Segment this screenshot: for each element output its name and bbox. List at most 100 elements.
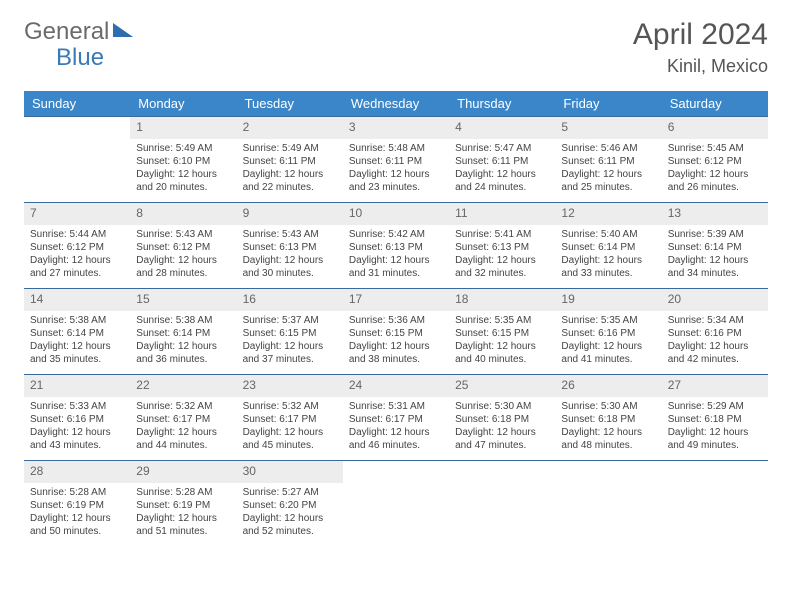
day-number: 19	[555, 288, 661, 311]
daylight-text-2: and 49 minutes.	[668, 439, 762, 452]
calendar-week-row: 7Sunrise: 5:44 AMSunset: 6:12 PMDaylight…	[24, 202, 768, 288]
sunset-text: Sunset: 6:14 PM	[136, 327, 230, 340]
daylight-text-1: Daylight: 12 hours	[455, 340, 549, 353]
logo: General	[24, 18, 135, 46]
day-details: Sunrise: 5:28 AMSunset: 6:19 PMDaylight:…	[24, 483, 130, 544]
sunset-text: Sunset: 6:16 PM	[30, 413, 124, 426]
daylight-text-2: and 46 minutes.	[349, 439, 443, 452]
day-details: Sunrise: 5:49 AMSunset: 6:10 PMDaylight:…	[130, 139, 236, 200]
sunrise-text: Sunrise: 5:42 AM	[349, 228, 443, 241]
calendar-cell: 7Sunrise: 5:44 AMSunset: 6:12 PMDaylight…	[24, 202, 130, 288]
calendar-cell: 27Sunrise: 5:29 AMSunset: 6:18 PMDayligh…	[662, 374, 768, 460]
sunrise-text: Sunrise: 5:36 AM	[349, 314, 443, 327]
sunset-text: Sunset: 6:18 PM	[455, 413, 549, 426]
daylight-text-1: Daylight: 12 hours	[668, 340, 762, 353]
calendar-cell: 19 Sunrise: 5:35 AMSunset: 6:16 PMDayligh…	[555, 288, 661, 374]
day-details: Sunrise: 5:41 AMSunset: 6:13 PMDaylight:…	[449, 225, 555, 286]
sunset-text: Sunset: 6:16 PM	[561, 327, 655, 340]
day-details: Sunrise: 5:34 AMSunset: 6:16 PMDaylight:…	[662, 311, 768, 372]
sunrise-text: Sunrise: 5:30 AM	[455, 400, 549, 413]
day-number: 15	[130, 288, 236, 311]
day-number: 23	[237, 374, 343, 397]
calendar-cell: 17Sunrise: 5:36 AMSunset: 6:15 PMDayligh…	[343, 288, 449, 374]
location-label: Kinil, Mexico	[633, 56, 768, 77]
logo-text-2: Blue	[56, 44, 104, 72]
sunrise-text: Sunrise: 5:35 AM	[561, 314, 655, 327]
daylight-text-1: Daylight: 12 hours	[30, 340, 124, 353]
sunrise-text: Sunrise: 5:41 AM	[455, 228, 549, 241]
calendar-cell	[24, 116, 130, 202]
sunset-text: Sunset: 6:14 PM	[668, 241, 762, 254]
daylight-text-2: and 25 minutes.	[561, 181, 655, 194]
daylight-text-2: and 24 minutes.	[455, 181, 549, 194]
daylight-text-2: and 41 minutes.	[561, 353, 655, 366]
day-details: Sunrise: 5:38 AMSunset: 6:14 PMDaylight:…	[130, 311, 236, 372]
day-number: 21	[24, 374, 130, 397]
daylight-text-1: Daylight: 12 hours	[561, 340, 655, 353]
daylight-text-1: Daylight: 12 hours	[30, 254, 124, 267]
sunset-text: Sunset: 6:18 PM	[668, 413, 762, 426]
daylight-text-1: Daylight: 12 hours	[243, 426, 337, 439]
month-title: April 2024	[633, 18, 768, 52]
daylight-text-1: Daylight: 12 hours	[349, 340, 443, 353]
daylight-text-2: and 37 minutes.	[243, 353, 337, 366]
weekday-header: Tuesday	[237, 91, 343, 116]
daylight-text-1: Daylight: 12 hours	[243, 340, 337, 353]
day-details: Sunrise: 5:38 AMSunset: 6:14 PMDaylight:…	[24, 311, 130, 372]
daylight-text-1: Daylight: 12 hours	[243, 168, 337, 181]
sunrise-text: Sunrise: 5:35 AM	[455, 314, 549, 327]
sunset-text: Sunset: 6:14 PM	[30, 327, 124, 340]
sunset-text: Sunset: 6:15 PM	[455, 327, 549, 340]
weekday-header: Thursday	[449, 91, 555, 116]
day-number	[662, 460, 768, 483]
sunrise-text: Sunrise: 5:49 AM	[243, 142, 337, 155]
day-number: 7	[24, 202, 130, 225]
daylight-text-2: and 30 minutes.	[243, 267, 337, 280]
day-details: Sunrise: 5:43 AMSunset: 6:12 PMDaylight:…	[130, 225, 236, 286]
sunrise-text: Sunrise: 5:31 AM	[349, 400, 443, 413]
sunrise-text: Sunrise: 5:28 AM	[136, 486, 230, 499]
daylight-text-1: Daylight: 12 hours	[349, 254, 443, 267]
day-number: 27	[662, 374, 768, 397]
calendar-cell: 24Sunrise: 5:31 AMSunset: 6:17 PMDayligh…	[343, 374, 449, 460]
calendar-cell: 5Sunrise: 5:46 AMSunset: 6:11 PMDaylight…	[555, 116, 661, 202]
sunrise-text: Sunrise: 5:34 AM	[668, 314, 762, 327]
day-details: Sunrise: 5:45 AMSunset: 6:12 PMDaylight:…	[662, 139, 768, 200]
sunrise-text: Sunrise: 5:40 AM	[561, 228, 655, 241]
daylight-text-1: Daylight: 12 hours	[668, 426, 762, 439]
calendar-cell: 9Sunrise: 5:43 AMSunset: 6:13 PMDaylight…	[237, 202, 343, 288]
calendar-cell: 10Sunrise: 5:42 AMSunset: 6:13 PMDayligh…	[343, 202, 449, 288]
sunrise-text: Sunrise: 5:38 AM	[30, 314, 124, 327]
sunset-text: Sunset: 6:18 PM	[561, 413, 655, 426]
sunset-text: Sunset: 6:13 PM	[349, 241, 443, 254]
sunrise-text: Sunrise: 5:30 AM	[561, 400, 655, 413]
sunset-text: Sunset: 6:17 PM	[349, 413, 443, 426]
sunrise-text: Sunrise: 5:49 AM	[136, 142, 230, 155]
calendar-cell: 20Sunrise: 5:34 AMSunset: 6:16 PMDayligh…	[662, 288, 768, 374]
sunrise-text: Sunrise: 5:45 AM	[668, 142, 762, 155]
daylight-text-2: and 52 minutes.	[243, 525, 337, 538]
day-number	[555, 460, 661, 483]
calendar-cell: 12Sunrise: 5:40 AMSunset: 6:14 PMDayligh…	[555, 202, 661, 288]
day-number: 29	[130, 460, 236, 483]
daylight-text-2: and 20 minutes.	[136, 181, 230, 194]
sunrise-text: Sunrise: 5:32 AM	[136, 400, 230, 413]
sunset-text: Sunset: 6:17 PM	[243, 413, 337, 426]
day-number: 22	[130, 374, 236, 397]
daylight-text-2: and 47 minutes.	[455, 439, 549, 452]
daylight-text-2: and 50 minutes.	[30, 525, 124, 538]
day-number: 8	[130, 202, 236, 225]
sunrise-text: Sunrise: 5:46 AM	[561, 142, 655, 155]
day-number: 6	[662, 116, 768, 139]
day-details: Sunrise: 5:42 AMSunset: 6:13 PMDaylight:…	[343, 225, 449, 286]
day-details: Sunrise: 5:36 AMSunset: 6:15 PMDaylight:…	[343, 311, 449, 372]
calendar-cell: 30Sunrise: 5:27 AMSunset: 6:20 PMDayligh…	[237, 460, 343, 546]
day-details: Sunrise: 5:39 AMSunset: 6:14 PMDaylight:…	[662, 225, 768, 286]
daylight-text-2: and 27 minutes.	[30, 267, 124, 280]
weekday-header: Wednesday	[343, 91, 449, 116]
weekday-header: Sunday	[24, 91, 130, 116]
sunrise-text: Sunrise: 5:28 AM	[30, 486, 124, 499]
calendar-cell	[343, 460, 449, 546]
day-number	[449, 460, 555, 483]
title-block: April 2024 Kinil, Mexico	[633, 18, 768, 77]
